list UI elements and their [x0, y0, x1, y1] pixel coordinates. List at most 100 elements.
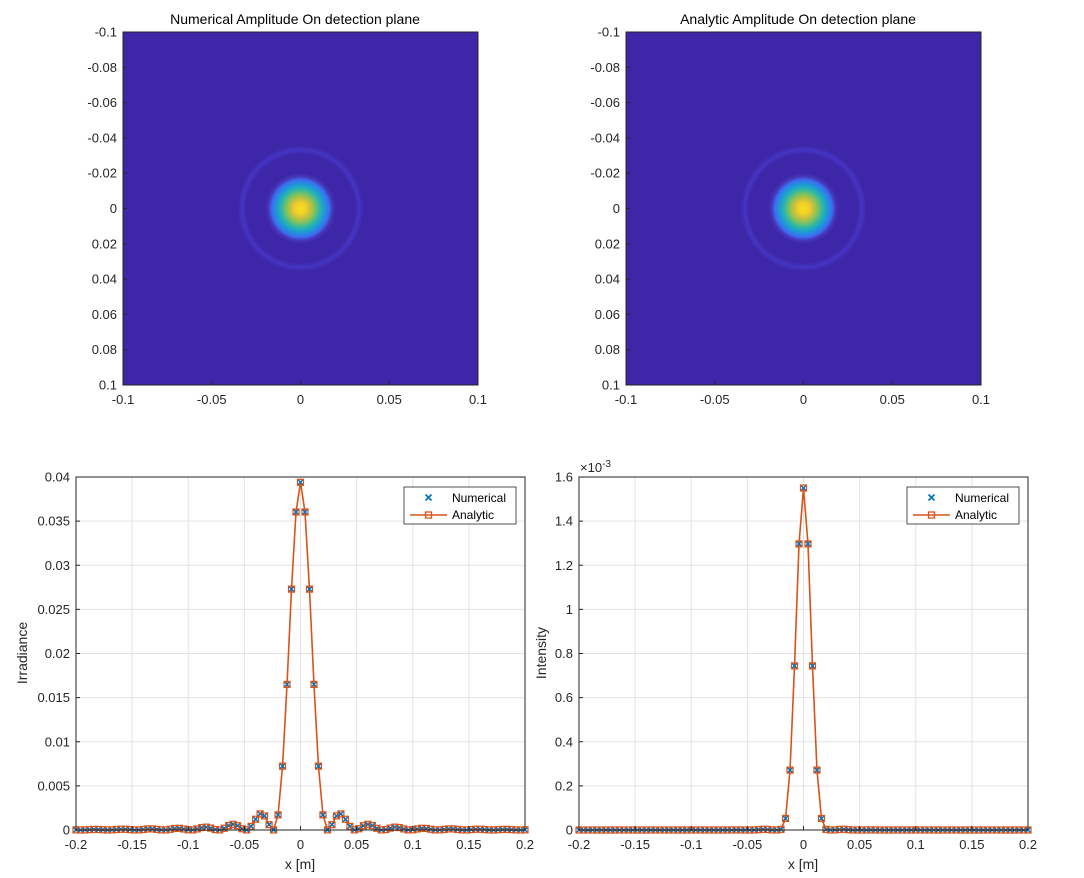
legend-marker-analytic — [927, 511, 936, 519]
x-tick-label: 0.2 — [516, 837, 534, 852]
y-tick-label: 1.4 — [555, 514, 573, 529]
heatmap-diffraction-spot — [227, 135, 374, 282]
analytic-point — [418, 824, 426, 832]
legend-marker-numerical — [424, 493, 433, 502]
y-tick-label: 0.06 — [92, 307, 117, 322]
y-tick-label: 0 — [110, 201, 117, 216]
analytic-point — [777, 825, 785, 833]
analytic-point — [292, 508, 300, 516]
intensity-plot: -0.2 -0.15 -0.1 -0.05 0 0.05 0.1 0.15 0.2 0 0.2 0.4… — [533, 459, 1037, 872]
y-tick-label: 0.02 — [45, 646, 70, 661]
numerical-point — [817, 814, 825, 822]
analytic-point — [265, 821, 273, 829]
numerical-point — [791, 662, 799, 670]
analytic-point — [94, 825, 103, 834]
numerical-point — [782, 814, 790, 822]
analytic-point — [498, 825, 507, 834]
x-tick-label: 0 — [800, 837, 807, 852]
numerical-point — [247, 822, 255, 830]
analytic-point — [449, 825, 457, 833]
numerical-point — [319, 811, 327, 819]
legend: Numerical Analytic — [403, 486, 517, 525]
x-tick-label: 0.05 — [344, 837, 369, 852]
analytic-point — [795, 540, 803, 548]
y-tick-label: -0.04 — [590, 130, 620, 145]
x-tick-label: -0.15 — [620, 837, 650, 852]
legend-marker-numerical — [927, 493, 936, 502]
y-tick-label: -0.06 — [87, 95, 117, 110]
x-tick-label: 0.1 — [972, 392, 990, 407]
numerical-point — [800, 484, 807, 492]
y-tick-label: -0.02 — [590, 166, 620, 181]
numerical-point — [808, 662, 816, 670]
analytic-point — [278, 762, 287, 770]
x-tick-label: 0 — [800, 392, 807, 407]
x-tick-label: 0.1 — [907, 837, 925, 852]
legend-box — [906, 486, 1020, 525]
analytic-point — [296, 478, 305, 486]
analytic-point — [445, 825, 453, 833]
legend-box — [403, 486, 517, 525]
numerical-point — [274, 811, 282, 819]
x-tick-label: 0.2 — [1019, 837, 1037, 852]
y-tick-label: 1.6 — [555, 470, 573, 485]
legend-label-analytic: Analytic — [955, 508, 997, 522]
analytic-point — [763, 825, 772, 834]
analytic-point — [781, 814, 790, 823]
analytic-point — [144, 825, 152, 833]
analytic-point — [314, 762, 323, 770]
numerical-point — [292, 508, 300, 516]
x-tick-label: 0.1 — [404, 837, 422, 852]
analytic-point — [90, 825, 98, 833]
y-tick-label: 0.4 — [555, 734, 573, 749]
analytic-point — [840, 825, 848, 833]
numerical-point — [305, 585, 313, 593]
analytic-point — [310, 680, 318, 689]
y-axis-label: Irradiance — [14, 622, 30, 684]
y-tick-label: 0.8 — [555, 646, 573, 661]
analytic-point — [252, 815, 260, 823]
x-tick-label: 0.15 — [456, 837, 481, 852]
x-tick-label: 0.15 — [959, 837, 984, 852]
exponent-power: -3 — [602, 459, 611, 470]
analytic-point — [813, 766, 821, 774]
y-tick-label: 1 — [566, 602, 573, 617]
numerical-point — [297, 478, 304, 486]
analytic-point — [121, 825, 129, 833]
x-axis-label: x [m] — [788, 856, 818, 872]
y-tick-label: 0.1 — [602, 378, 620, 393]
analytic-point — [198, 823, 206, 832]
analytic-point — [171, 824, 179, 833]
x-tick-label: -0.05 — [700, 392, 730, 407]
heatmap-title: Analytic Amplitude On detection plane — [680, 11, 916, 27]
y-tick-label: 0.03 — [45, 558, 70, 573]
y-tick-label: -0.04 — [87, 130, 117, 145]
numerical-point — [777, 825, 785, 833]
analytic-point — [476, 825, 484, 833]
x-tick-label: -0.05 — [733, 837, 763, 852]
y-tick-label: 0.04 — [45, 470, 70, 485]
y-tick-label: 0.04 — [92, 272, 117, 287]
x-tick-label: 0 — [297, 392, 304, 407]
numerical-point — [279, 762, 287, 770]
analytic-point — [804, 540, 812, 548]
analytic-point — [305, 585, 314, 593]
exponent-base: ×10 — [580, 460, 602, 475]
numerical-point — [328, 821, 336, 829]
analytic-amplitude-heatmap: Analytic Amplitude On detection plane -0… — [590, 11, 990, 407]
numerical-point — [786, 766, 794, 774]
analytic-point — [260, 812, 269, 820]
legend: Numerical Analytic — [906, 486, 1020, 525]
y-tick-label: 0.6 — [555, 690, 573, 705]
numerical-point — [261, 812, 269, 820]
legend-label-numerical: Numerical — [955, 491, 1009, 505]
y-tick-label: 1.2 — [555, 558, 573, 573]
y-tick-label: 0.02 — [595, 236, 620, 251]
analytic-point — [287, 585, 296, 593]
x-tick-label: 0.05 — [880, 392, 905, 407]
y-tick-label: 0.2 — [555, 778, 573, 793]
x-tick-label: -0.15 — [117, 837, 147, 852]
analytic-point — [503, 825, 511, 833]
y-tick-label: 0.035 — [37, 514, 70, 529]
